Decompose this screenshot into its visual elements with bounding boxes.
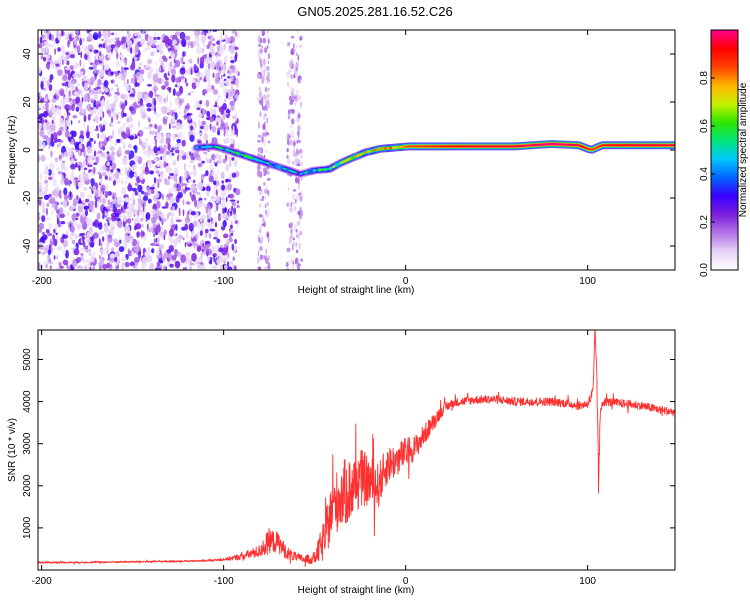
colorbar: 0.0 0.2 0.4 0.6 0.8 Normalized spectral ampl… <box>699 30 749 277</box>
colorbar-tick-label: 0.8 <box>699 71 710 85</box>
spectrogram-y-tick-label: 40 <box>22 48 33 60</box>
spectrogram-y-tick-label: 20 <box>22 96 33 108</box>
spectrogram-y-axis-label: Frequency (Hz) <box>7 116 18 185</box>
spectrogram-x-tick-label: -100 <box>214 276 234 287</box>
snr-y-tick-label: 4000 <box>22 390 33 413</box>
colorbar-gradient <box>711 30 738 270</box>
snr-x-tick-label: -200 <box>32 576 52 587</box>
chart-title: GN05.2025.281.16.52.C26 <box>297 4 452 19</box>
snr-plot-area <box>38 330 675 570</box>
spectrogram-y-tick-label: -40 <box>22 238 33 253</box>
snr-y-axis-label: SNR (10 * v/v) <box>7 418 18 482</box>
spectrogram-x-axis-label: Height of straight line (km) <box>298 285 415 296</box>
snr-y-tick-label: 3000 <box>22 432 33 455</box>
spectrogram-x-tick-label: -200 <box>32 276 52 287</box>
snr-y-tick-label: 1000 <box>22 516 33 539</box>
colorbar-tick-label: 0.4 <box>699 167 710 181</box>
colorbar-label: Normalized spectral amplitude <box>738 82 749 217</box>
snr-x-tick-label: -100 <box>214 576 234 587</box>
snr-y-tick-label: 5000 <box>22 348 33 371</box>
colorbar-tick-label: 0.2 <box>699 215 710 229</box>
spectrogram-y-tick-label: -20 <box>22 190 33 205</box>
colorbar-tick-label: 0.0 <box>699 263 710 277</box>
spectrogram-y-tick-label: 0 <box>22 147 33 153</box>
snr-x-tick-label: 100 <box>579 576 596 587</box>
colorbar-tick-label: 0.6 <box>699 119 710 133</box>
spectrogram-x-tick-label: 100 <box>579 276 596 287</box>
snr-y-tick-label: 2000 <box>22 474 33 497</box>
snr-x-axis-label: Height of straight line (km) <box>298 585 415 596</box>
